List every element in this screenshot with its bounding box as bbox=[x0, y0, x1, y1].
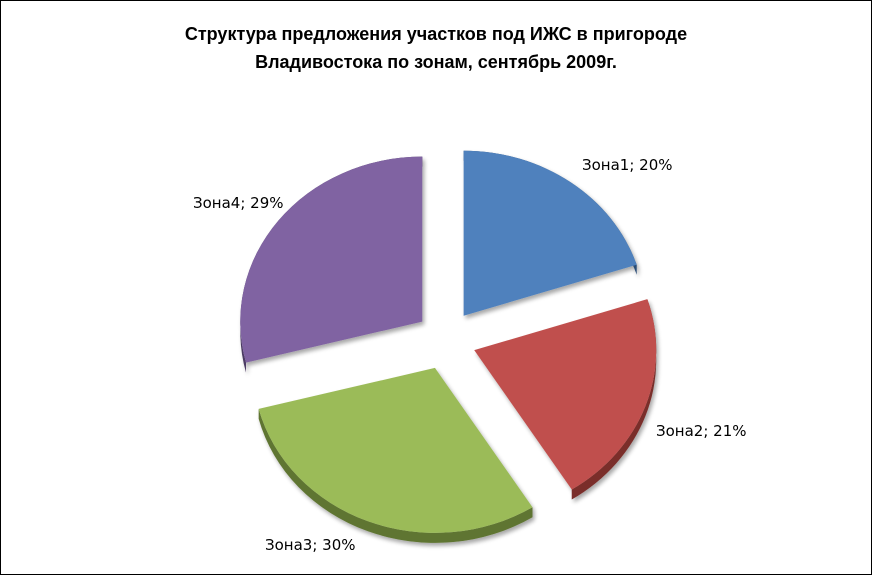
pie-slice-top bbox=[474, 299, 657, 490]
pie-slice-top bbox=[258, 367, 533, 533]
pie-slice-top bbox=[463, 150, 637, 316]
pie-slice-side bbox=[571, 299, 657, 500]
chart-title: Структура предложения участков под ИЖС в… bbox=[0, 20, 872, 76]
pie-slice-зона4 bbox=[240, 156, 423, 373]
pie-slice-зона1 bbox=[463, 150, 637, 316]
pie-slice-зона2 bbox=[474, 299, 657, 500]
data-label-зона3: Зона3; 30% bbox=[265, 536, 356, 554]
data-label-зона4: Зона4; 29% bbox=[193, 194, 284, 212]
data-label-зона1: Зона1; 20% bbox=[582, 156, 673, 174]
data-label-зона2: Зона2; 21% bbox=[656, 422, 747, 440]
chart-title-line-1: Структура предложения участков под ИЖС в… bbox=[184, 24, 688, 44]
pie-slice-side bbox=[258, 408, 533, 543]
pie-slice-top bbox=[240, 156, 423, 363]
chart-title-line-2: Владивостока по зонам, сентябрь 2009г. bbox=[255, 52, 617, 72]
pie-slice-зона3 bbox=[258, 367, 533, 543]
